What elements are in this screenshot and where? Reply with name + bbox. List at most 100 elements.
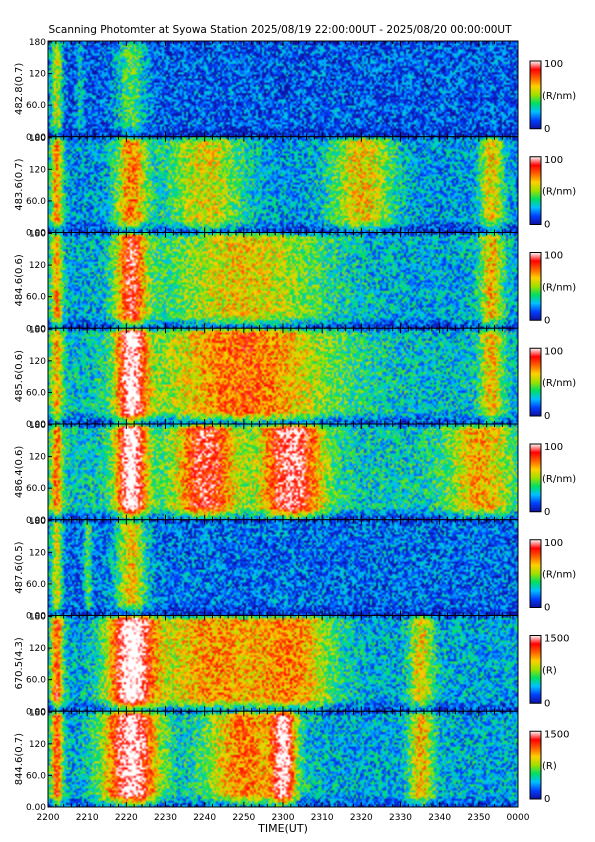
colorbar-max-label: 100 (544, 346, 563, 357)
colorbar-max-label: 1500 (544, 634, 569, 645)
colorbar-unit-label: (R/nm) (542, 91, 576, 102)
colorbar (529, 443, 542, 513)
panel-0: 0.00 60.0 120 180 482.8(0.7) 100 (R/nm) 0 (14, 38, 576, 143)
y-tick-label: 0.00 (26, 612, 46, 622)
heatmap-4 (48, 424, 518, 520)
colorbar-max-label: 100 (544, 155, 563, 166)
colorbar (529, 730, 542, 800)
x-axis-label: TIME(UT) (257, 822, 308, 835)
panel-1: 0.00 60.0 120 180 483.6(0.7) 100 (R/nm) 0 (14, 134, 576, 239)
y-tick-label: 180 (29, 134, 46, 144)
panels-group: 0.00 60.0 120 180 482.8(0.7) 100 (R/nm) 0 0.00 60… (14, 38, 576, 813)
x-tick-label: 2230 (154, 813, 177, 823)
panel-4: 0.00 60.0 120 180 486.4(0.6) 100 (R/nm) 0 (14, 421, 576, 526)
colorbar-max-label: 100 (544, 538, 563, 549)
colorbar (529, 60, 542, 130)
chart-title: Scanning Photomter at Syowa Station 2025… (48, 24, 512, 36)
y-tick-label: 0.00 (26, 707, 46, 717)
colorbar (529, 252, 542, 321)
colorbar-min-label: 0 (544, 794, 550, 805)
x-tick-label: 2310 (311, 813, 334, 823)
colorbar-min-label: 0 (544, 124, 550, 135)
y-tick-label: 60.0 (26, 197, 46, 207)
y-tick-label: 180 (29, 708, 46, 718)
x-tick-label: 2340 (428, 813, 451, 823)
y-tick-label: 0.00 (26, 229, 46, 239)
x-tick-label: 2250 (232, 813, 255, 823)
colorbar (529, 539, 542, 608)
colorbar-unit-label: (R/nm) (542, 378, 576, 389)
y-tick-label: 180 (29, 325, 46, 335)
y-tick-label: 0.00 (26, 803, 46, 813)
x-tick-label: 2330 (389, 813, 412, 823)
y-tick-label: 60.0 (26, 388, 46, 398)
y-tick-label: 120 (29, 548, 46, 558)
panel-7: 0.00 60.0 120 180 844.6(0.7) 1500 (R) 0 (14, 708, 569, 813)
y-tick-label: 60.0 (26, 771, 46, 781)
panel-label: 482.8(0.7) (14, 63, 25, 115)
x-tick-label: 2220 (115, 813, 138, 823)
heatmap-0 (48, 41, 518, 137)
panel-label: 670.5(4.3) (14, 637, 25, 689)
y-tick-label: 180 (29, 517, 46, 527)
y-tick-label: 120 (29, 261, 46, 271)
heatmap-1 (48, 136, 518, 233)
colorbar-unit-label: (R) (542, 665, 557, 676)
y-tick-label: 120 (29, 357, 46, 367)
panel-3: 0.00 60.0 120 180 485.6(0.6) 100 (R/nm) 0 (14, 325, 576, 430)
colorbar-min-label: 0 (544, 698, 550, 709)
panel-label: 483.6(0.7) (14, 158, 25, 210)
y-tick-label: 60.0 (26, 101, 46, 111)
colorbar-unit-label: (R/nm) (542, 570, 576, 581)
panel-label: 486.4(0.6) (14, 446, 25, 498)
colorbar-max-label: 100 (544, 251, 563, 262)
colorbar-unit-label: (R/nm) (542, 474, 576, 485)
colorbar-max-label: 100 (544, 442, 563, 453)
y-tick-label: 120 (29, 740, 46, 750)
y-tick-label: 60.0 (26, 580, 46, 590)
y-tick-label: 0.00 (26, 420, 46, 430)
colorbar-max-label: 100 (544, 59, 563, 70)
y-tick-label: 0.00 (26, 133, 46, 143)
colorbar-unit-label: (R/nm) (542, 282, 576, 293)
colorbar-unit-label: (R/nm) (542, 187, 576, 198)
colorbar-unit-label: (R) (542, 761, 557, 772)
colorbar-min-label: 0 (544, 220, 550, 231)
x-tick-label: 0000 (507, 813, 530, 823)
panel-label: 487.6(0.5) (14, 541, 25, 593)
colorbar-min-label: 0 (544, 603, 550, 614)
y-tick-label: 60.0 (26, 676, 46, 686)
x-tick-label: 2200 (37, 813, 60, 823)
colorbar-min-label: 0 (544, 507, 550, 518)
y-tick-label: 120 (29, 644, 46, 654)
x-tick-label: 2350 (467, 813, 490, 823)
heatmap-2 (48, 232, 518, 329)
y-tick-label: 180 (29, 613, 46, 623)
colorbar (529, 347, 542, 417)
colorbar (529, 156, 542, 225)
panel-label: 485.6(0.6) (14, 350, 25, 402)
heatmap-3 (48, 328, 518, 424)
x-tick-label: 2210 (76, 813, 99, 823)
heatmap-6 (48, 615, 518, 712)
x-tick-label: 2320 (350, 813, 373, 823)
panel-6: 0.00 60.0 120 180 670.5(4.3) 1500 (R) 0 (14, 613, 569, 718)
colorbar-min-label: 0 (544, 315, 550, 326)
y-tick-label: 180 (29, 230, 46, 240)
x-tick-label: 2300 (272, 813, 295, 823)
panel-label: 844.6(0.7) (14, 733, 25, 785)
x-axis: 2200 2210 2220 2230 2240 2250 2300 2310 2320 2330… (37, 813, 530, 823)
y-tick-label: 180 (29, 421, 46, 431)
panel-2: 0.00 60.0 120 180 484.6(0.6) 100 (R/nm) 0 (14, 230, 576, 335)
y-tick-label: 120 (29, 70, 46, 80)
y-tick-label: 180 (29, 38, 46, 48)
x-tick-label: 2240 (193, 813, 216, 823)
y-tick-label: 0.00 (26, 324, 46, 334)
panel-label: 484.6(0.6) (14, 254, 25, 306)
y-tick-label: 120 (29, 453, 46, 463)
colorbar-min-label: 0 (544, 411, 550, 422)
panel-5: 0.00 60.0 120 180 487.6(0.5) 100 (R/nm) 0 (14, 517, 576, 622)
heatmap-7 (48, 711, 518, 807)
heatmap-5 (48, 519, 518, 616)
